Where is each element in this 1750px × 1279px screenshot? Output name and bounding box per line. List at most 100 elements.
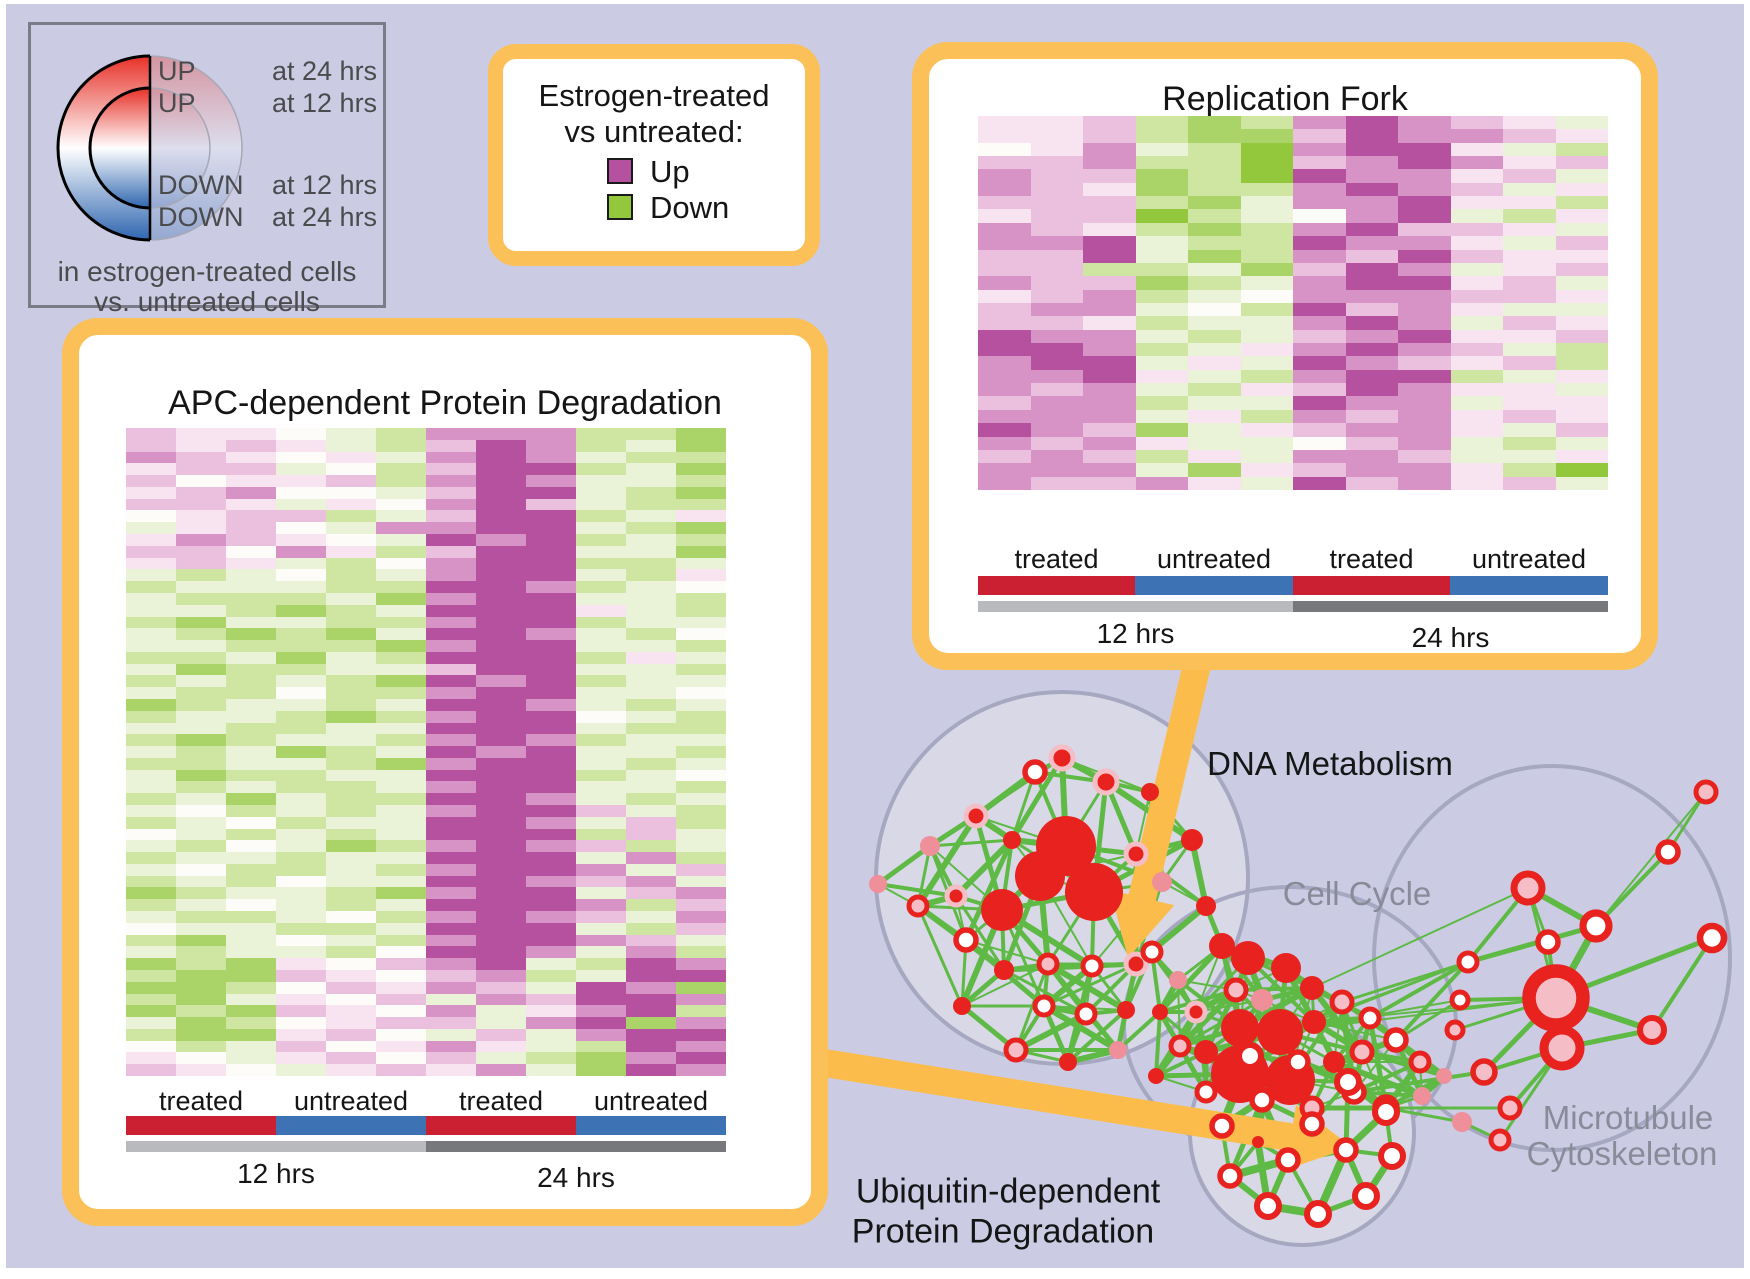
heatmap-cell: [276, 793, 326, 805]
heatmap-cell: [1555, 289, 1608, 303]
heatmap-cell: [326, 734, 376, 747]
heatmap-cell: [576, 498, 626, 511]
heatmap-cell: [676, 663, 726, 676]
heatmap-cell: [1345, 156, 1398, 170]
apc-bar-untreated-24h: [576, 1116, 726, 1135]
heatmap-cell: [376, 698, 426, 711]
heatmap-cell: [226, 840, 276, 853]
heatmap-cell: [1293, 369, 1346, 384]
heatmap-cell: [676, 840, 726, 853]
heatmap-cell: [226, 1028, 276, 1041]
heatmap-cell: [676, 486, 726, 499]
heatmap-cell: [176, 840, 226, 853]
heatmap-cell: [576, 604, 626, 617]
heatmap-cell: [426, 698, 476, 711]
heatmap-cell: [676, 852, 726, 864]
heatmap-cell: [426, 628, 476, 641]
heatmap-cell: [376, 816, 426, 829]
heatmap-cell: [176, 581, 226, 593]
heatmap-cell: [1503, 276, 1556, 290]
heatmap-cell: [1450, 409, 1503, 424]
heatmap-cell: [176, 651, 226, 664]
heatmap-cell: [226, 510, 276, 523]
heatmap-cell: [126, 616, 176, 629]
heatmap-cell: [426, 946, 476, 959]
heatmap-cell: [476, 734, 526, 747]
heatmap-cell: [326, 1017, 376, 1029]
heatmap-cell: [626, 863, 676, 876]
heatmap-cell: [576, 592, 626, 605]
heatmap-cell: [1555, 476, 1608, 490]
ring-legend-caption-line2: vs. untreated cells: [94, 286, 320, 317]
heatmap-cell: [326, 934, 376, 947]
heatmap-cell: [476, 816, 526, 829]
heatmap-cell: [1450, 316, 1503, 330]
heatmap-cell: [1555, 369, 1608, 384]
network-label-dna-metabolism: DNA Metabolism: [1207, 745, 1453, 782]
heatmap-cell: [1135, 476, 1188, 490]
heatmap-cell: [326, 428, 376, 440]
heatmap-cell: [1503, 116, 1556, 130]
heatmap-cell: [1503, 409, 1556, 424]
heatmap-cell: [526, 557, 576, 570]
heatmap-cell: [526, 651, 576, 664]
heatmap-cell: [276, 1017, 326, 1029]
heatmap-cell: [226, 1052, 276, 1065]
heatmap-cell: [1083, 329, 1136, 344]
heatmap-cell: [126, 486, 176, 499]
heatmap-cell: [1398, 262, 1451, 277]
heatmap-cell: [476, 746, 526, 758]
heatmap-cell: [426, 899, 476, 912]
heatmap-cell: [276, 1028, 326, 1041]
heatmap-cell: [1450, 182, 1503, 197]
heatmap-cell: [1083, 436, 1136, 450]
heatmap-cell: [676, 475, 726, 487]
heatmap-cell: [126, 863, 176, 876]
heatmap-cell: [476, 993, 526, 1006]
heatmap-cell: [426, 498, 476, 511]
heatmap-cell: [276, 958, 326, 970]
heatmap-cell: [576, 899, 626, 912]
heatmap-cell: [276, 428, 326, 440]
heatmap-cell: [476, 592, 526, 605]
heatmap-cell: [326, 463, 376, 476]
heatmap-cell: [426, 922, 476, 935]
heatmap-cell: [1450, 356, 1503, 370]
heatmap-cell: [326, 687, 376, 699]
heatmap-cell: [126, 534, 176, 546]
heatmap-cell: [626, 899, 676, 912]
heatmap-cell: [1345, 463, 1398, 477]
heatmap-cell: [426, 958, 476, 970]
heatmap-cell: [476, 675, 526, 688]
heatmap-cell: [978, 209, 1031, 223]
heatmap-cell: [676, 863, 726, 876]
heatmap-cell: [1293, 169, 1346, 183]
heatmap-cell: [676, 510, 726, 523]
heatmap-cell: [1030, 236, 1083, 250]
heatmap-cell: [476, 663, 526, 676]
heatmap-cell: [326, 581, 376, 593]
heatmap-cell: [576, 1064, 626, 1076]
heatmap-cell: [1030, 449, 1083, 464]
heatmap-cell: [1293, 116, 1346, 130]
heatmap-cell: [1135, 249, 1188, 263]
heatmap-cell: [1135, 396, 1188, 410]
heatmap-cell: [576, 522, 626, 535]
heatmap-cell: [526, 1005, 576, 1018]
heatmap-cell: [476, 852, 526, 864]
rf-bar-treated-12h: [978, 576, 1135, 595]
heatmap-cell: [1083, 182, 1136, 197]
heatmap-cell: [126, 569, 176, 582]
heatmap-cell: [1503, 262, 1556, 277]
heatmap-cell: [676, 1028, 726, 1041]
heatmap-cell: [426, 522, 476, 535]
heatmap-cell: [1135, 356, 1188, 370]
heatmap-cell: [978, 182, 1031, 197]
heatmap-cell: [176, 663, 226, 676]
heatmap-cell: [1188, 129, 1241, 143]
heatmap-cell: [978, 222, 1031, 237]
heatmap-cell: [1030, 156, 1083, 170]
heatmap-cell: [426, 769, 476, 782]
heatmap-cell: [1188, 262, 1241, 277]
